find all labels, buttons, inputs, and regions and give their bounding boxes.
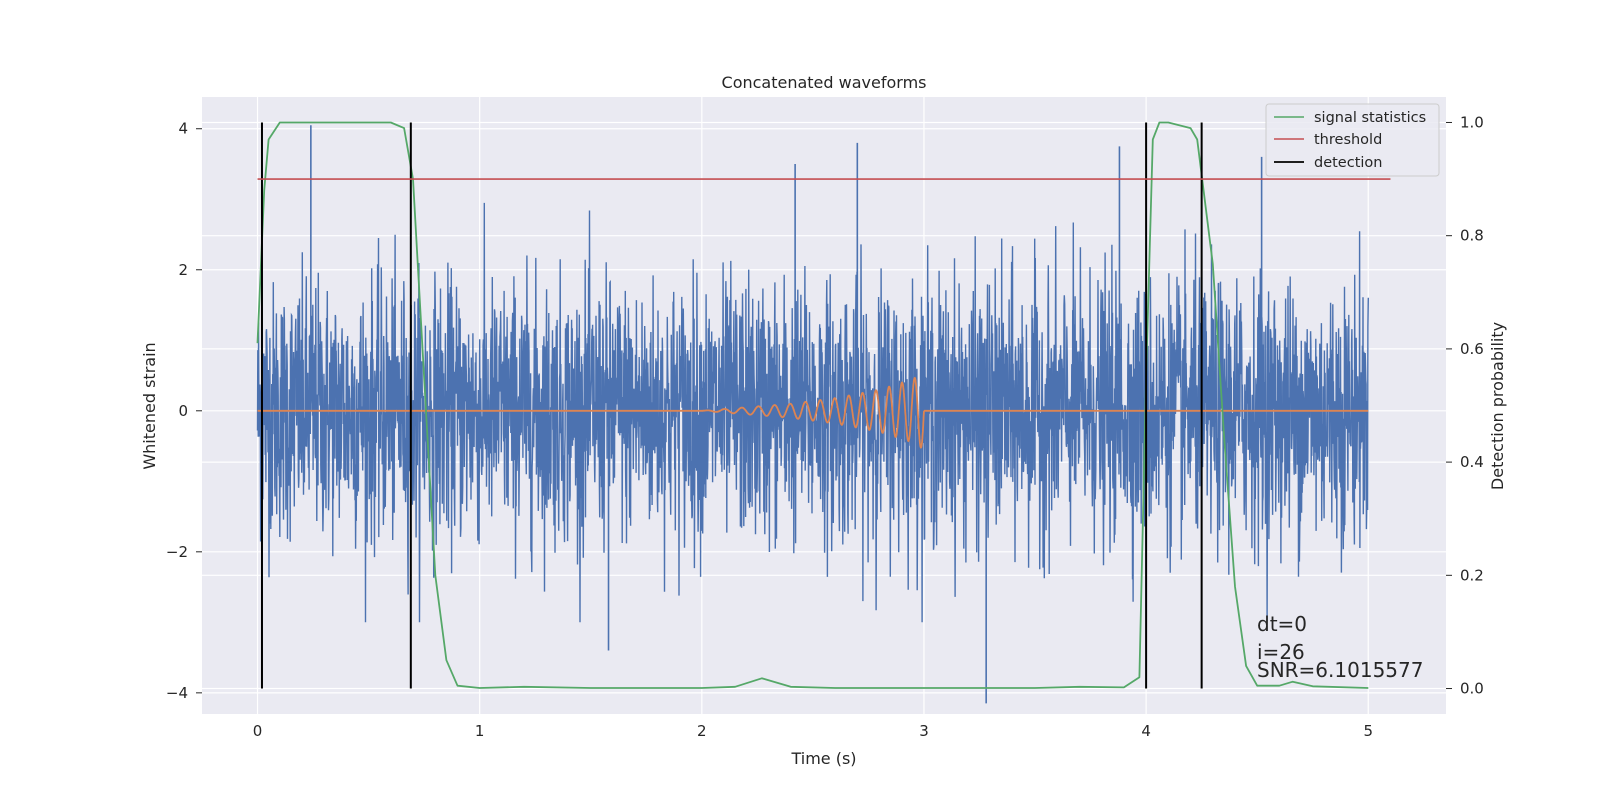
legend-label-signal-statistics: signal statistics	[1314, 110, 1426, 126]
y-right-tick-label: 1.0	[1460, 113, 1484, 131]
annotation-snr: SNR=6.1015577	[1257, 658, 1423, 682]
legend-box	[1265, 103, 1440, 177]
x-tick-label: 0	[253, 722, 263, 740]
x-axis-label: Time (s)	[790, 749, 856, 768]
legend-label-threshold: threshold	[1314, 132, 1382, 148]
y-right-tick-label: 0.2	[1460, 566, 1484, 584]
annotation-i: i=26	[1257, 640, 1305, 664]
annotation-dt: dt=0	[1257, 612, 1307, 636]
axes: 0 1 2 3 4 5 −4 −2 0 2 4 0.0 0.2 0.4 0.6 0.8 1.0	[166, 113, 1484, 740]
injected-signal-line	[257, 376, 1369, 449]
data-layer	[256, 121, 1369, 704]
x-tick-label: 1	[475, 722, 485, 740]
y-left-tick-label: −4	[166, 684, 188, 702]
y-right-tick-label: 0.8	[1460, 227, 1484, 245]
y-left-tick-label: 4	[178, 120, 188, 138]
x-tick-label: 4	[1141, 722, 1151, 740]
y-left-tick-label: −2	[166, 543, 188, 561]
x-tick-label: 5	[1363, 722, 1373, 740]
x-tick-label: 3	[919, 722, 929, 740]
y-left-tick-label: 2	[178, 261, 188, 279]
y-right-tick-label: 0.4	[1460, 453, 1484, 471]
signal-statistics-line	[256, 121, 1369, 689]
y-right-tick-label: 0.6	[1460, 340, 1484, 358]
x-tick-label: 2	[697, 722, 707, 740]
legend-label-detection: detection	[1314, 155, 1382, 171]
y-axis-label-left: Whitened strain	[140, 342, 159, 469]
y-axis-label-right: Detection probability	[1488, 322, 1507, 490]
chart-title: Concatenated waveforms	[722, 73, 927, 92]
y-left-tick-label: 0	[178, 402, 188, 420]
y-right-tick-label: 0.0	[1460, 680, 1484, 698]
strain-series-line	[256, 202, 1369, 623]
legend: signal statistics threshold detection	[1265, 103, 1440, 177]
